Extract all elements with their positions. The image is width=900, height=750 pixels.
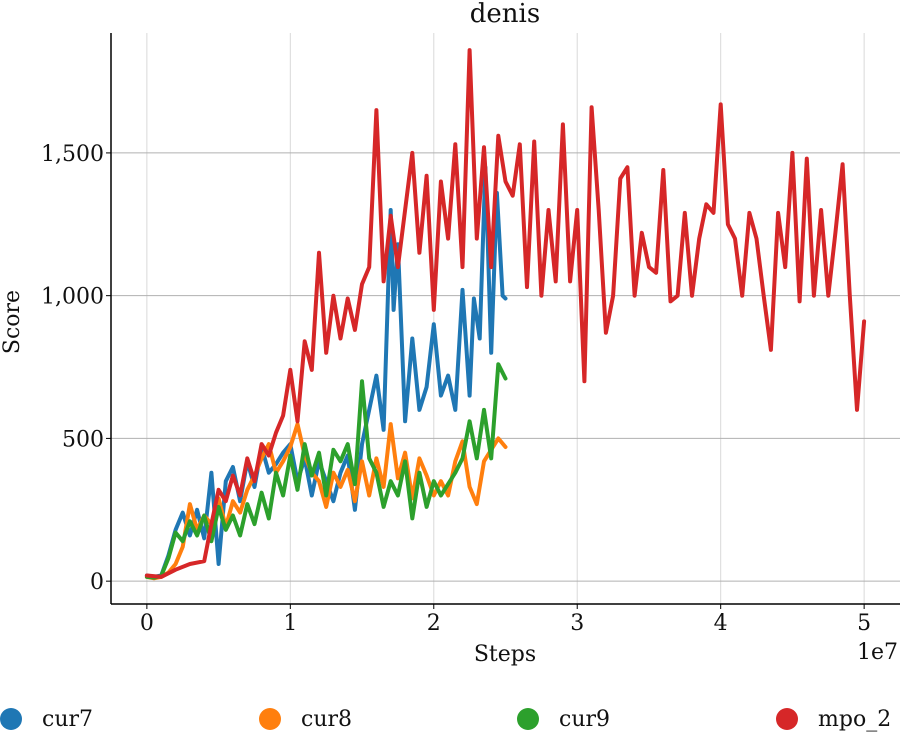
x-tick-label: 2 <box>427 611 441 636</box>
x-tick-label: 0 <box>140 611 154 636</box>
y-tick-label: 0 <box>90 570 104 595</box>
legend-entry-cur7: cur7 <box>0 704 93 734</box>
legend-entry-mpo_2: mpo_2 <box>776 704 891 734</box>
y-tick-label: 1,500 <box>41 142 104 167</box>
grid-lines <box>111 33 900 604</box>
series-line-cur7 <box>144 165 508 579</box>
x-ticks: 0 1 2 3 4 5 <box>140 604 871 636</box>
series-line-cur8 <box>144 422 508 581</box>
x-tick-label: 5 <box>857 611 871 636</box>
chart-title: denis <box>470 0 540 29</box>
legend-entry-cur9: cur9 <box>517 704 610 734</box>
legend-marker-cur9 <box>517 708 539 730</box>
y-ticks: 0 500 1,000 1,500 <box>41 142 111 595</box>
y-axis-label: Score <box>0 290 25 354</box>
legend-label-cur8: cur8 <box>301 706 353 732</box>
series-line-mpo_2 <box>144 48 867 579</box>
y-tick-label: 500 <box>62 427 104 452</box>
x-tick-label: 3 <box>570 611 584 636</box>
legend-label-mpo_2: mpo_2 <box>818 706 892 732</box>
x-tick-label: 1 <box>283 611 297 636</box>
series-line-cur9 <box>144 362 508 580</box>
x-tick-label: 4 <box>714 611 728 636</box>
legend-marker-cur7 <box>0 708 22 730</box>
legend-marker-cur8 <box>259 708 281 730</box>
x-offset-label: 1e7 <box>857 640 898 665</box>
legend-entry-cur8: cur8 <box>259 704 352 734</box>
y-tick-label: 1,000 <box>41 285 104 310</box>
legend-label-cur7: cur7 <box>42 706 94 732</box>
x-axis-label: Steps <box>474 642 536 667</box>
legend-label-cur9: cur9 <box>559 706 611 732</box>
legend-marker-mpo_2 <box>776 708 798 730</box>
series-layer <box>144 48 867 581</box>
